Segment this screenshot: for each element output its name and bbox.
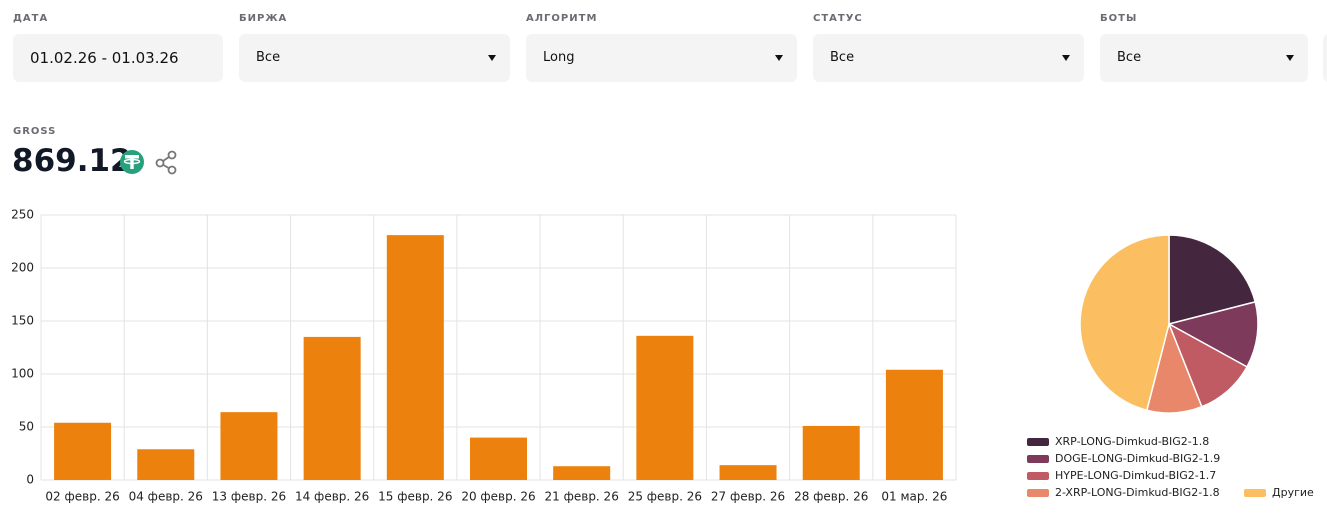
filter-value: Все: [256, 50, 281, 65]
filter-value: Все: [1117, 50, 1142, 65]
legend-swatch: [1027, 438, 1049, 446]
bar: [137, 449, 195, 480]
legend-label: XRP-LONG-Dimkud-BIG2-1.8: [1055, 435, 1209, 448]
legend-swatch: [1027, 489, 1049, 497]
x-tick-label: 15 февр. 26: [378, 490, 452, 504]
x-tick-label: 27 февр. 26: [711, 490, 785, 504]
filter-label: СТАТУС: [813, 13, 863, 24]
filter-label: БИРЖА: [239, 13, 288, 24]
x-tick-label: 04 февр. 26: [129, 490, 203, 504]
pie-slice: [1168, 234, 1257, 325]
filter-select[interactable]: Все: [239, 34, 510, 82]
filter-select[interactable]: Все: [813, 34, 1084, 82]
pie-slice: [1079, 234, 1170, 412]
legend-label: 2-XRP-LONG-Dimkud-BIG2-1.8: [1055, 486, 1220, 499]
pie-slice: [1166, 300, 1259, 368]
x-tick-label: 20 февр. 26: [461, 490, 535, 504]
dropdown-arrow: [775, 55, 783, 61]
bar: [719, 465, 777, 480]
bar: [802, 425, 860, 480]
filter-select[interactable]: Long: [526, 34, 797, 82]
x-tick-label: 25 февр. 26: [628, 490, 702, 504]
legend-swatch: [1244, 489, 1266, 497]
filter-label: БОТЫ: [1100, 13, 1138, 24]
filter-value: Long: [543, 50, 575, 65]
x-tick-label: 01 мар. 26: [881, 490, 947, 504]
legend-label: HYPE-LONG-Dimkud-BIG2-1.7: [1055, 469, 1216, 482]
y-tick-label: 200: [11, 261, 34, 275]
y-tick-label: 0: [26, 473, 34, 487]
gross-value: 869.12: [12, 143, 132, 179]
filter-label: АЛГОРИТМ: [526, 13, 598, 24]
bar: [220, 412, 278, 480]
y-tick-label: 100: [11, 367, 34, 381]
filter-value: Все: [830, 50, 855, 65]
bar: [54, 422, 112, 480]
y-tick-label: 250: [11, 208, 34, 222]
bar: [303, 336, 361, 480]
x-tick-label: 13 февр. 26: [212, 490, 286, 504]
y-tick-label: 150: [11, 314, 34, 328]
legend-swatch: [1027, 455, 1049, 463]
filter-label: ДАТА: [13, 13, 49, 24]
legend-label: Другие: [1272, 486, 1314, 499]
dropdown-arrow: [1062, 55, 1070, 61]
filter-select[interactable]: 01.02.26 - 01.03.26: [13, 34, 223, 82]
bar: [386, 235, 444, 480]
legend-label: DOGE-LONG-Dimkud-BIG2-1.9: [1055, 452, 1220, 465]
bar: [553, 466, 611, 480]
bar: [470, 437, 527, 480]
dropdown-arrow: [1286, 55, 1294, 61]
x-tick-label: 21 февр. 26: [545, 490, 619, 504]
bar: [885, 369, 943, 480]
bar: [636, 335, 694, 480]
filter-select[interactable]: Все: [1100, 34, 1308, 82]
x-tick-label: 02 февр. 26: [45, 490, 119, 504]
filter-select: [1323, 34, 1327, 82]
filter-value: 01.02.26 - 01.03.26: [30, 49, 179, 67]
gross-label: GROSS: [13, 126, 57, 137]
legend-swatch: [1027, 472, 1049, 480]
y-tick-label: 50: [19, 420, 34, 434]
x-tick-label: 28 февр. 26: [794, 490, 868, 504]
x-tick-label: 14 февр. 26: [295, 490, 369, 504]
dropdown-arrow: [488, 55, 496, 61]
